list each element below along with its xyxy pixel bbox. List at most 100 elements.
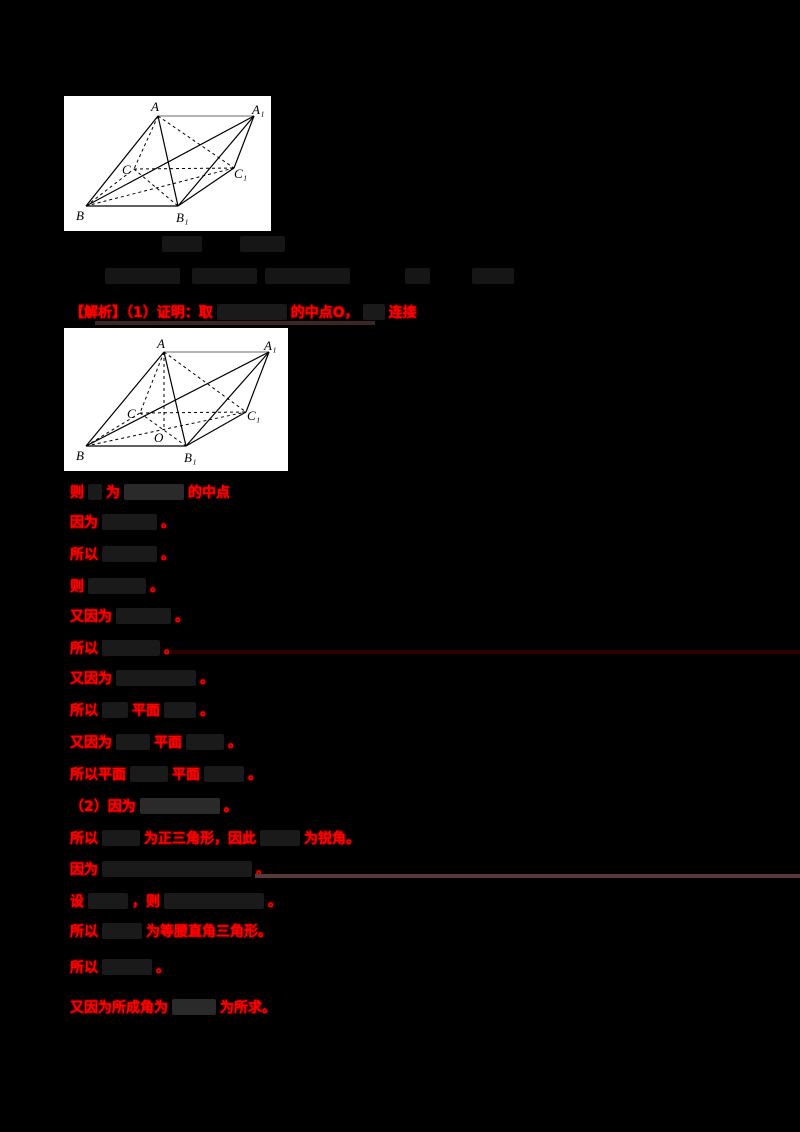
solution-line: 又因为 平面 。 xyxy=(70,731,242,753)
question-math-6 xyxy=(405,268,430,284)
math-expr xyxy=(130,766,168,782)
solution-conclusion: 又因为所成角为 为所求。 xyxy=(70,996,276,1018)
line-tail: 。 xyxy=(175,609,189,625)
math-expr xyxy=(172,999,216,1015)
line-lead: 则 xyxy=(70,579,84,595)
math-expr xyxy=(362,304,385,320)
math-expr xyxy=(116,670,196,686)
math-expr xyxy=(139,798,220,814)
math-expr xyxy=(116,734,150,750)
line-mid: ，则 xyxy=(132,894,160,910)
line-lead: 所以 xyxy=(70,547,98,563)
solution-line: 设 ，则 。 xyxy=(70,890,282,912)
solution-line: 所以 平面 。 xyxy=(70,699,214,721)
prism-figure-2: A A₁ C C₁ O B B₁ xyxy=(64,328,288,471)
math-expr xyxy=(102,959,152,975)
line-tail: 。 xyxy=(200,671,214,687)
question-math-7 xyxy=(472,268,514,284)
vertex-a1-label: A₁ xyxy=(251,102,264,117)
question-math-2 xyxy=(240,236,285,252)
vertex-b-label: B xyxy=(76,448,84,463)
solution-line: 则 为 的中点 xyxy=(70,481,230,503)
question-math-1 xyxy=(162,236,202,252)
vertex-c-label: C xyxy=(122,162,131,177)
math-expr xyxy=(102,546,157,562)
line-tail: 。 xyxy=(150,579,164,595)
math-expr xyxy=(102,514,157,530)
line-tail: 。 xyxy=(156,960,170,976)
math-expr xyxy=(88,484,102,500)
math-expr xyxy=(164,702,196,718)
solution-line: 则 。 xyxy=(70,575,164,597)
vertex-c1-label: C₁ xyxy=(247,408,260,423)
line-lead: 所以平面 xyxy=(70,767,126,783)
math-expr xyxy=(88,893,128,909)
rule-brown xyxy=(255,874,800,878)
solution-line: 因为 。 xyxy=(70,511,175,533)
line-tail: 为所求。 xyxy=(220,1000,276,1016)
solution-line: （2）因为 。 xyxy=(70,795,238,817)
line-tail: 。 xyxy=(161,547,175,563)
line-lead: 又因为 xyxy=(70,671,112,687)
line-lead: 又因为所成角为 xyxy=(70,1000,168,1016)
rule-dark-red xyxy=(170,650,800,654)
vertex-b-label: B xyxy=(76,208,84,223)
math-expr xyxy=(204,766,244,782)
solution-header-end: 连接 xyxy=(388,305,417,321)
line-lead: 所以 xyxy=(70,831,98,847)
line-lead: 所以 xyxy=(70,924,98,940)
solution-line: 所以平面 平面 。 xyxy=(70,763,262,785)
solution-line: 又因为 。 xyxy=(70,667,214,689)
solution-header-label: 【解析】（1）证明：取 xyxy=(70,305,213,321)
math-expr xyxy=(216,304,287,320)
line-lead: 所以 xyxy=(70,641,98,657)
line-mid: 平面 xyxy=(172,767,200,783)
math-expr xyxy=(102,702,128,718)
vertex-a-label: A xyxy=(150,99,159,114)
math-expr xyxy=(102,640,160,656)
solution-line: 所以 为等腰直角三角形。 xyxy=(70,920,272,942)
question-math-4 xyxy=(192,268,257,284)
question-math-3 xyxy=(105,268,180,284)
solution-line: 所以 。 xyxy=(70,543,175,565)
line-tail: 。 xyxy=(164,641,178,657)
solution-line: 又因为 。 xyxy=(70,605,189,627)
vertex-c1-label: C₁ xyxy=(234,166,247,181)
line-tail: 。 xyxy=(228,735,242,751)
line-tail: 。 xyxy=(268,894,282,910)
line-tail: 。 xyxy=(200,703,214,719)
line-mid: 平面 xyxy=(132,703,160,719)
line-lead: 又因为 xyxy=(70,609,112,625)
question-math-5 xyxy=(265,268,350,284)
line-lead: 又因为 xyxy=(70,735,112,751)
vertex-a1-label: A₁ xyxy=(263,338,276,353)
vertex-b1-label: B₁ xyxy=(184,450,196,465)
vertex-c-label: C xyxy=(127,406,136,421)
math-expr xyxy=(88,578,146,594)
point-o-label: O xyxy=(154,430,164,445)
vertex-b1-label: B₁ xyxy=(176,210,188,225)
line-tail: 。 xyxy=(223,799,238,815)
line-tail: 。 xyxy=(248,767,262,783)
vertex-a-label: A xyxy=(156,336,165,351)
solution-line: 所以 为正三角形，因此 为锐角。 xyxy=(70,827,360,849)
line-mid: 为等腰直角三角形。 xyxy=(146,924,272,940)
underline-rule xyxy=(95,321,375,325)
line-lead: 因为 xyxy=(70,515,98,531)
line-mid: 平面 xyxy=(154,735,182,751)
math-expr xyxy=(116,608,171,624)
line-tail: 的中点 xyxy=(188,485,230,501)
solution-line: 因为 。 xyxy=(70,858,270,880)
solution-header-mid: 的中点O， xyxy=(290,305,359,321)
line-mid: 为 xyxy=(106,485,120,501)
line-lead: （2）因为 xyxy=(70,799,136,815)
line-tail: 。 xyxy=(161,515,175,531)
math-expr xyxy=(102,861,252,877)
solution-line: 所以 。 xyxy=(70,956,170,978)
line-mid: 为正三角形，因此 xyxy=(144,831,256,847)
line-lead: 所以 xyxy=(70,960,98,976)
math-expr xyxy=(124,484,184,500)
line-lead: 设 xyxy=(70,894,84,910)
line-lead: 则 xyxy=(70,485,84,501)
line-lead: 因为 xyxy=(70,862,98,878)
